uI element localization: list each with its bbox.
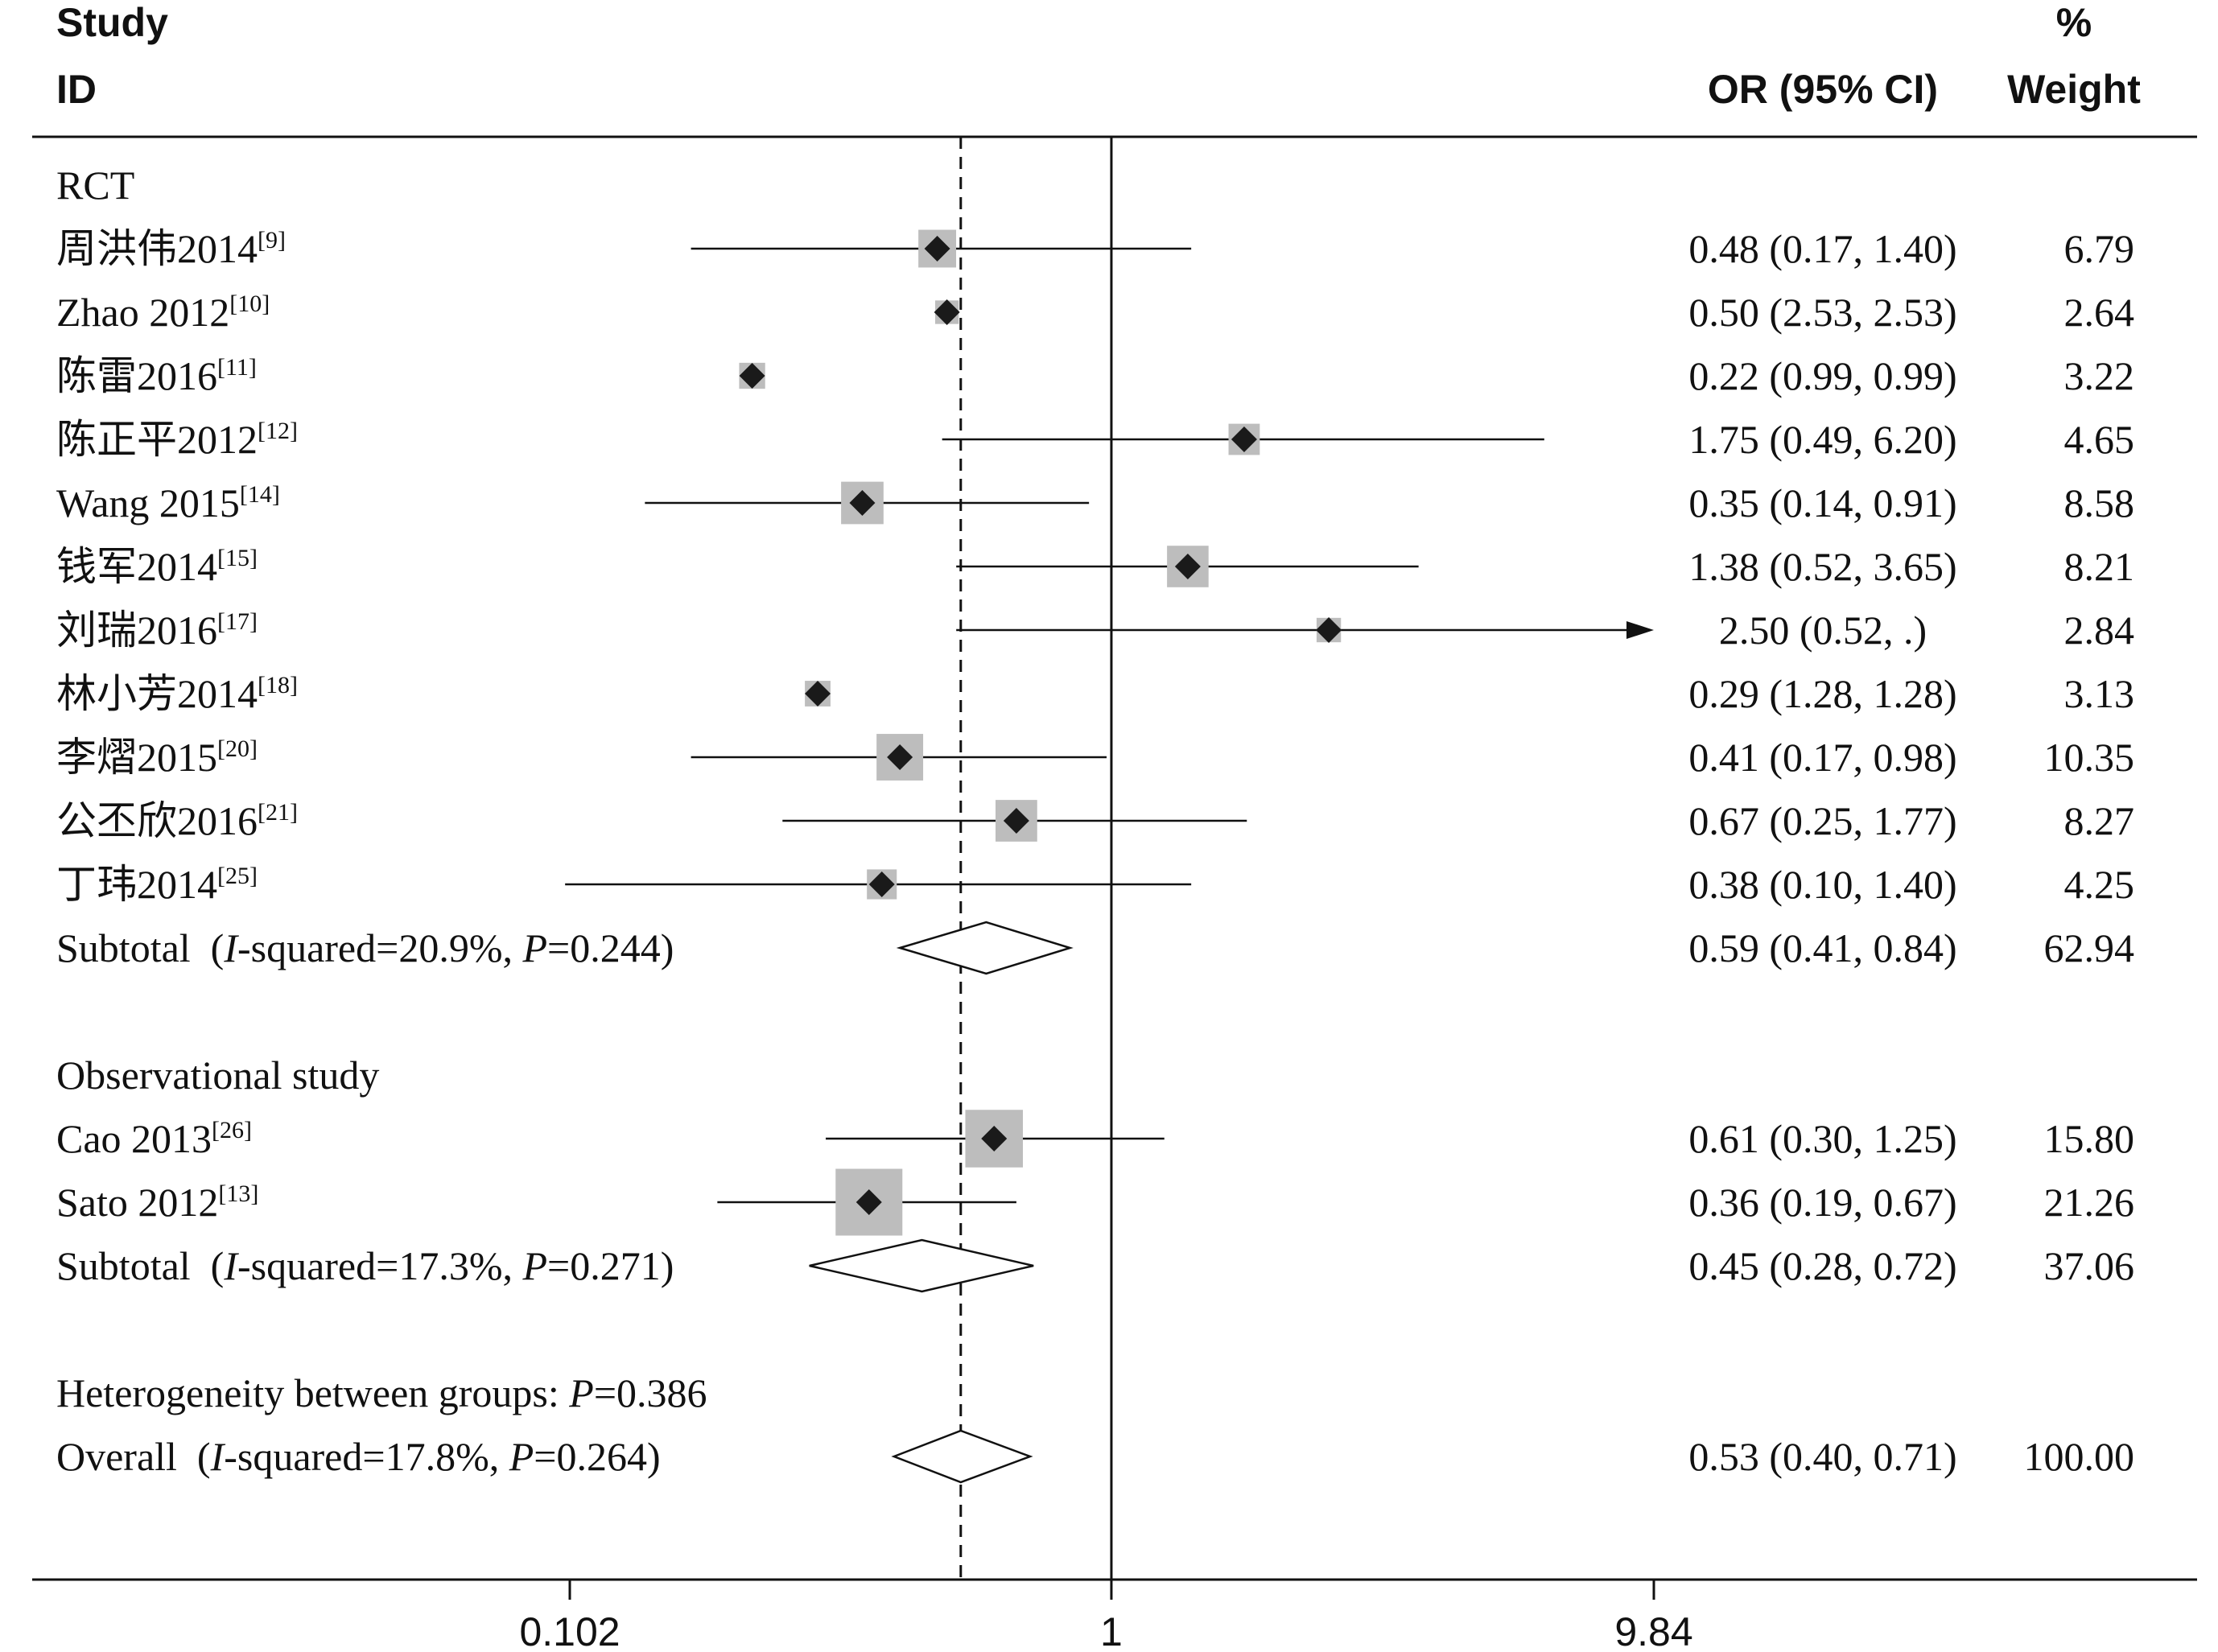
ci-value: 0.53 (0.40, 0.71): [1688, 1434, 1956, 1479]
point-estimate: [739, 363, 765, 389]
point-estimate: [1174, 554, 1201, 579]
study-label: 林小芳2014[18]: [56, 671, 298, 716]
study-label: Zhao 2012[10]: [56, 290, 270, 335]
weight-value: 2.64: [2064, 290, 2135, 335]
tick-label: 9.84: [1614, 1609, 1692, 1652]
study-label: 公丕欣2016[21]: [56, 798, 298, 843]
point-estimate: [934, 299, 960, 325]
header-or-ci: OR (95% CI): [1708, 67, 1938, 112]
weight-value: 15.80: [2044, 1116, 2135, 1161]
study-label: 丁玮2014[25]: [56, 862, 258, 907]
x-axis-ticks: 0.102 1 9.84: [519, 1580, 1693, 1652]
ci-value: 0.59 (0.41, 0.84): [1688, 925, 1956, 970]
ci-value: 0.22 (0.99, 0.99): [1688, 353, 1956, 398]
ci-value: 1.75 (0.49, 6.20): [1688, 417, 1956, 462]
ci-value: 2.50 (0.52, .): [1719, 608, 1927, 653]
ci-value: 1.38 (0.52, 3.65): [1688, 544, 1956, 589]
weight-value: 100.00: [2024, 1434, 2135, 1479]
weight-value: 37.06: [2044, 1243, 2135, 1288]
ci-value: 0.45 (0.28, 0.72): [1688, 1243, 1956, 1288]
ci-value: 0.29 (1.28, 1.28): [1688, 671, 1956, 716]
point-estimate: [868, 871, 895, 897]
weight-value: 4.25: [2064, 862, 2135, 907]
point-estimate: [849, 490, 876, 516]
weight-value: 21.26: [2044, 1180, 2135, 1225]
ci-value: 0.61 (0.30, 1.25): [1688, 1116, 1956, 1161]
study-label: 周洪伟2014[9]: [56, 226, 286, 271]
ci-value: 0.35 (0.14, 0.91): [1688, 480, 1956, 525]
heterogeneity-note: Heterogeneity between groups: P=0.386: [56, 1370, 707, 1415]
pooled-diamond: [809, 1238, 1034, 1293]
weight-value: 3.13: [2064, 671, 2135, 716]
study-label: 陈正平2012[12]: [56, 417, 298, 462]
point-estimate: [887, 744, 913, 770]
study-label: 钱军2014[15]: [56, 544, 258, 589]
weight-value: 8.27: [2064, 798, 2135, 843]
study-label: Wang 2015[14]: [56, 480, 280, 525]
subtotal-label: Subtotal (I-squared=17.3%, P=0.271): [56, 1243, 674, 1288]
weight-value: 3.22: [2064, 353, 2135, 398]
subtotal-label: Subtotal (I-squared=20.9%, P=0.244): [56, 925, 674, 970]
pooled-diamond: [891, 1429, 1033, 1484]
point-estimate: [1231, 426, 1257, 452]
weight-value: 62.94: [2044, 925, 2135, 970]
study-label: 李熠2015[20]: [56, 735, 258, 780]
group-label: RCT: [56, 163, 134, 208]
header-study: Study: [56, 0, 168, 45]
weight-value: 4.65: [2064, 417, 2135, 462]
point-estimate: [924, 236, 950, 262]
study-label: Cao 2013[26]: [56, 1116, 252, 1161]
ci-value: 0.48 (0.17, 1.40): [1688, 226, 1956, 271]
weight-value: 8.58: [2064, 480, 2135, 525]
weight-value: 10.35: [2044, 735, 2135, 780]
study-rows: RCT 周洪伟2014[9] 0.48 (0.17, 1.40) 6.79 Zhao 2…: [56, 163, 2134, 1479]
weight-value: 8.21: [2064, 544, 2135, 589]
ci-arrow: [1626, 621, 1654, 639]
point-estimate: [805, 681, 831, 707]
study-label: 刘瑞2016[17]: [56, 608, 258, 653]
header: Study ID OR (95% CI) % Weight: [56, 0, 2141, 112]
point-estimate: [855, 1189, 882, 1215]
header-id: ID: [56, 67, 97, 112]
group-label: Observational study: [56, 1053, 379, 1098]
ci-value: 0.36 (0.19, 0.67): [1688, 1180, 1956, 1225]
point-estimate: [1316, 617, 1342, 643]
tick-label: 1: [1100, 1609, 1123, 1652]
weight-value: 2.84: [2064, 608, 2135, 653]
ci-value: 0.50 (2.53, 2.53): [1688, 290, 1956, 335]
header-weight: Weight: [2007, 67, 2141, 112]
ci-value: 0.38 (0.10, 1.40): [1688, 862, 1956, 907]
weight-value: 6.79: [2064, 226, 2135, 271]
pooled-diamond: [896, 921, 1074, 975]
study-label: 陈雷2016[11]: [56, 353, 257, 398]
point-estimate: [981, 1126, 1008, 1151]
point-estimate: [1003, 808, 1029, 834]
ci-value: 0.41 (0.17, 0.98): [1688, 735, 1956, 780]
subtotal-label: Overall (I-squared=17.8%, P=0.264): [56, 1434, 661, 1479]
plot-marks: [565, 137, 1654, 1580]
ci-value: 0.67 (0.25, 1.77): [1688, 798, 1956, 843]
study-label: Sato 2012[13]: [56, 1180, 258, 1225]
tick-label: 0.102: [519, 1609, 620, 1652]
header-percent: %: [2056, 0, 2092, 45]
